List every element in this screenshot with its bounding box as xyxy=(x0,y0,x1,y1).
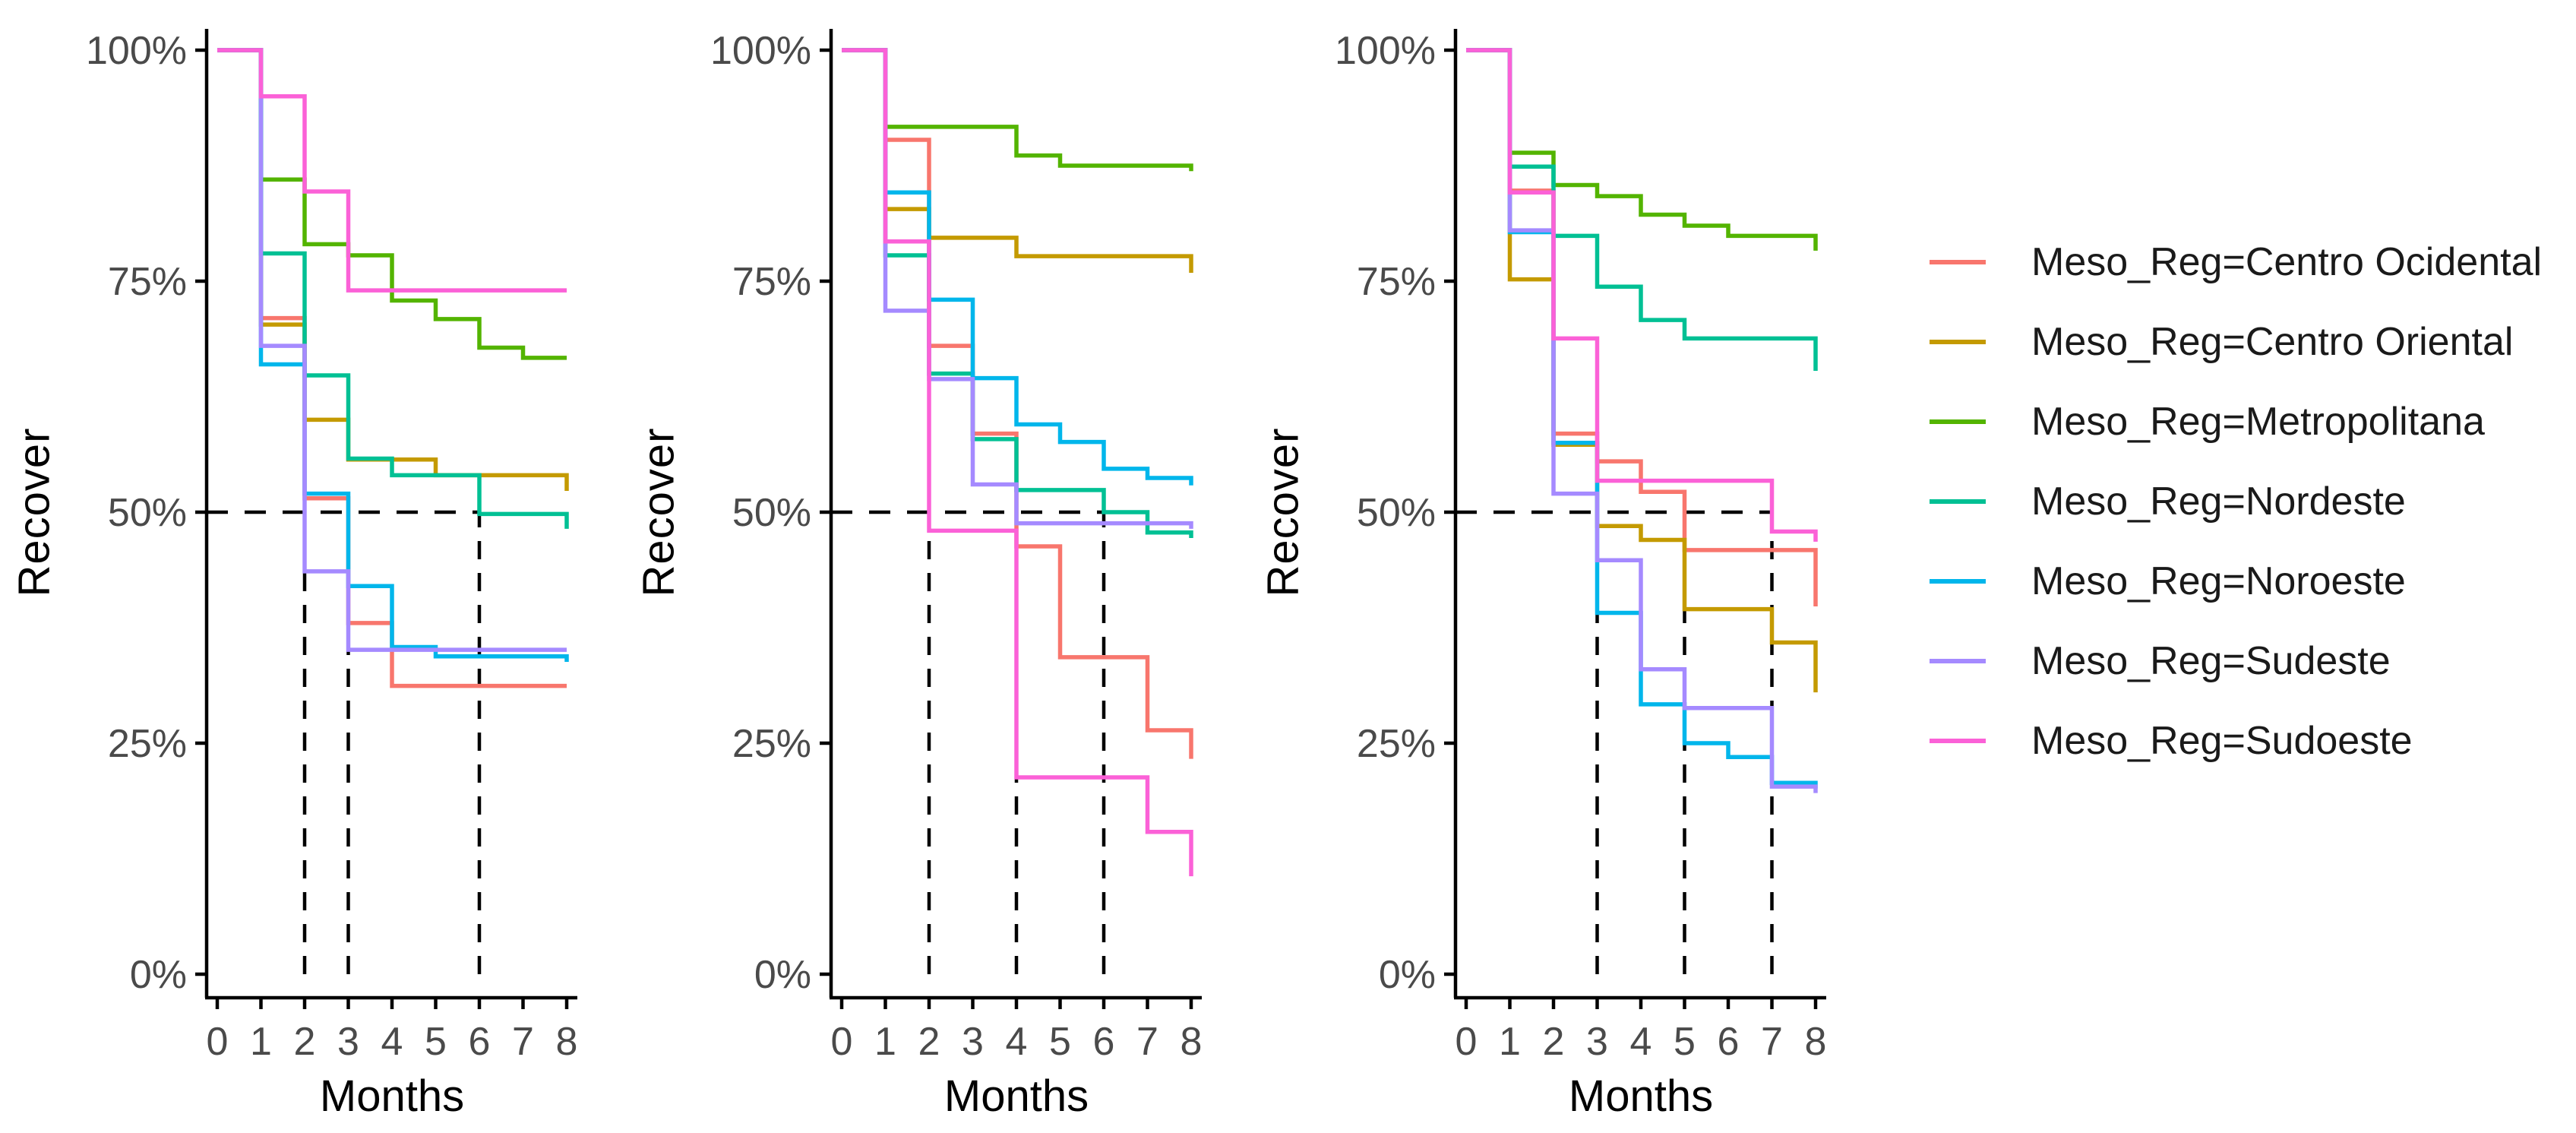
y-tick-label-100: 100% xyxy=(710,29,811,73)
x-tick-label-4: 4 xyxy=(1630,1020,1652,1064)
x-tick-label-5: 5 xyxy=(425,1020,447,1064)
x-tick-label-5: 5 xyxy=(1674,1020,1696,1064)
x-tick-label-5: 5 xyxy=(1049,1020,1071,1064)
series-line-noroeste xyxy=(1466,48,1818,789)
legend-key-line-centro_oriental xyxy=(1930,339,1986,344)
panel-1: Recover 100% 75% 50% 25% 0% 0 1 2 3 4 5 6 7 8 Months xyxy=(0,0,624,1133)
series-line-centro_ocidental xyxy=(842,48,1193,759)
x-tick-label-6: 6 xyxy=(1718,1020,1740,1064)
x-axis-title: Months xyxy=(320,1071,464,1121)
x-tick-label-2: 2 xyxy=(294,1020,316,1064)
x-tick-label-0: 0 xyxy=(207,1020,229,1064)
x-tick-label-8: 8 xyxy=(1181,1020,1203,1064)
legend-item-centro_oriental: Meso_Reg=Centro Oriental xyxy=(1930,302,2542,381)
x-tick-label-0: 0 xyxy=(831,1020,853,1064)
series-line-noroeste xyxy=(217,48,569,662)
y-tick-label-50: 50% xyxy=(108,491,187,535)
series-line-metropolitana xyxy=(217,48,567,360)
x-tick-label-1: 1 xyxy=(874,1020,896,1064)
survival-plot-panel-2: 100% 75% 50% 25% 0% 0 1 2 3 4 5 6 7 8 Months xyxy=(710,29,1203,1121)
legend-label-centro_ocidental: Meso_Reg=Centro Ocidental xyxy=(2031,239,2543,284)
legend-key-line-noroeste xyxy=(1930,578,1986,584)
x-tick-label-8: 8 xyxy=(556,1020,578,1064)
legend-key-line-metropolitana xyxy=(1930,419,1986,424)
series-line-sudoeste xyxy=(217,48,567,293)
x-tick-label-4: 4 xyxy=(1006,1020,1028,1064)
legend-item-sudoeste: Meso_Reg=Sudoeste xyxy=(1930,701,2542,780)
y-tick-label-75: 75% xyxy=(108,260,187,304)
legend-label-centro_oriental: Meso_Reg=Centro Oriental xyxy=(2031,319,2514,364)
legend-item-noroeste: Meso_Reg=Noroeste xyxy=(1930,541,2542,621)
legend-label-sudoeste: Meso_Reg=Sudoeste xyxy=(2031,718,2413,763)
panel-2: Recover 100% 75% 50% 25% 0% 0 1 2 3 4 5 6 7 8 Months xyxy=(624,0,1249,1133)
survival-plot-panel-3: 100% 75% 50% 25% 0% 0 1 2 3 4 5 6 7 8 Months xyxy=(1335,29,1827,1121)
x-tick-label-8: 8 xyxy=(1805,1020,1827,1064)
legend-key-line-sudoeste xyxy=(1930,738,1986,743)
y-tick-label-75: 75% xyxy=(732,260,811,304)
x-tick-label-1: 1 xyxy=(1499,1020,1521,1064)
x-tick-label-7: 7 xyxy=(512,1020,534,1064)
y-tick-label-100: 100% xyxy=(1335,29,1436,73)
y-tick-label-25: 25% xyxy=(732,722,811,766)
series-line-sudeste xyxy=(217,48,567,652)
legend-key-line-sudeste xyxy=(1930,658,1986,663)
legend-key-line-nordeste xyxy=(1930,498,1986,504)
series-line-centro_ocidental xyxy=(1466,48,1818,607)
panel-3: Recover 100% 75% 50% 25% 0% 0 1 2 3 4 5 6 7 8 Months xyxy=(1249,0,1873,1133)
series-line-metropolitana xyxy=(1466,48,1818,251)
legend-key-line-centro_ocidental xyxy=(1930,259,1986,264)
y-tick-label-50: 50% xyxy=(1357,491,1436,535)
series-line-metropolitana xyxy=(842,48,1193,172)
series-line-nordeste xyxy=(842,48,1193,539)
y-tick-label-25: 25% xyxy=(1357,722,1436,766)
legend-label-metropolitana: Meso_Reg=Metropolitana xyxy=(2031,399,2485,444)
x-tick-label-7: 7 xyxy=(1136,1020,1158,1064)
legend-item-sudeste: Meso_Reg=Sudeste xyxy=(1930,621,2542,701)
x-tick-label-0: 0 xyxy=(1456,1020,1478,1064)
series-line-sudeste xyxy=(1466,48,1818,793)
x-axis-title: Months xyxy=(1569,1071,1713,1121)
series-line-sudoeste xyxy=(1466,48,1818,542)
y-tick-label-0: 0% xyxy=(130,953,187,997)
x-tick-label-1: 1 xyxy=(250,1020,272,1064)
y-tick-label-0: 0% xyxy=(754,953,811,997)
x-tick-label-2: 2 xyxy=(918,1020,940,1064)
survival-plot-panel-1: 100% 75% 50% 25% 0% 0 1 2 3 4 5 6 7 8 Months xyxy=(86,29,578,1121)
x-tick-label-6: 6 xyxy=(469,1020,491,1064)
series-line-centro_oriental xyxy=(1466,48,1818,693)
y-tick-label-50: 50% xyxy=(732,491,811,535)
x-tick-label-6: 6 xyxy=(1093,1020,1115,1064)
legend-item-metropolitana: Meso_Reg=Metropolitana xyxy=(1930,381,2542,461)
x-axis-title: Months xyxy=(944,1071,1089,1121)
legend-item-centro_ocidental: Meso_Reg=Centro Ocidental xyxy=(1930,222,2542,302)
legend-item-nordeste: Meso_Reg=Nordeste xyxy=(1930,461,2542,541)
legend-label-sudeste: Meso_Reg=Sudeste xyxy=(2031,638,2391,683)
series-line-noroeste xyxy=(842,48,1193,486)
series-line-sudoeste xyxy=(842,48,1193,877)
x-tick-label-3: 3 xyxy=(337,1020,359,1064)
x-tick-label-3: 3 xyxy=(1586,1020,1608,1064)
x-tick-label-4: 4 xyxy=(381,1020,403,1064)
y-tick-label-75: 75% xyxy=(1357,260,1436,304)
x-tick-label-3: 3 xyxy=(962,1020,984,1064)
y-tick-label-0: 0% xyxy=(1379,953,1436,997)
x-tick-label-7: 7 xyxy=(1761,1020,1783,1064)
legend-label-noroeste: Meso_Reg=Noroeste xyxy=(2031,559,2406,603)
x-tick-label-2: 2 xyxy=(1543,1020,1565,1064)
panels-row: Recover 100% 75% 50% 25% 0% 0 1 2 3 4 5 6 7 8 Months R… xyxy=(0,0,1873,1133)
y-tick-label-100: 100% xyxy=(86,29,187,73)
legend-label-nordeste: Meso_Reg=Nordeste xyxy=(2031,479,2406,524)
y-tick-label-25: 25% xyxy=(108,722,187,766)
legend: Meso_Reg=Centro Ocidental Meso_Reg=Centro… xyxy=(1930,222,2542,780)
